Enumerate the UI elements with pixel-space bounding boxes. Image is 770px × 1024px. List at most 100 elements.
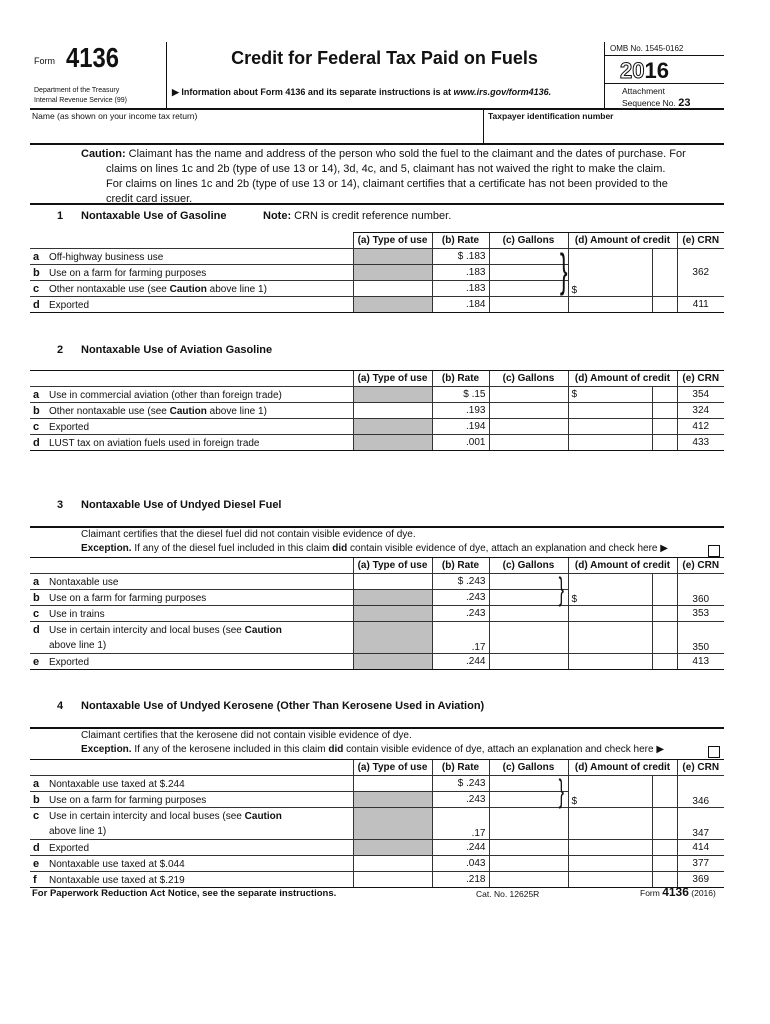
- section-3-exception: Exception. If any of the diesel fuel inc…: [81, 543, 668, 554]
- gallons-input[interactable]: [488, 807, 568, 840]
- crn-cell: 377: [676, 855, 725, 872]
- gallons-input[interactable]: [488, 855, 568, 872]
- gallons-input[interactable]: [488, 839, 568, 856]
- amount-input[interactable]: [567, 855, 652, 872]
- table-row: f Nontaxable use taxed at $.219 .218 369: [30, 871, 725, 888]
- type-of-use-input[interactable]: [352, 775, 432, 792]
- amount-cents-input[interactable]: [651, 775, 678, 808]
- rate-cell: $ .243: [431, 573, 489, 590]
- type-of-use-input[interactable]: [352, 280, 432, 297]
- gallons-input[interactable]: [488, 573, 568, 590]
- gallons-input[interactable]: [488, 296, 568, 313]
- amount-input[interactable]: [567, 296, 652, 313]
- crn-cell: 369: [676, 871, 725, 888]
- amount-input[interactable]: [567, 434, 652, 451]
- amount-cents-input[interactable]: [651, 573, 678, 606]
- amount-cents-input[interactable]: [651, 839, 678, 856]
- brace-icon: }: [559, 244, 568, 296]
- footer-form-id: Form 4136 (2016): [640, 885, 716, 899]
- amount-cents-input[interactable]: [651, 434, 678, 451]
- table-header: (a) Type of use (b) Rate (c) Gallons (d)…: [30, 557, 725, 574]
- amount-input[interactable]: $: [567, 386, 652, 403]
- amount-cents-input[interactable]: [651, 605, 678, 622]
- gallons-input[interactable]: [488, 589, 568, 606]
- table-header: (a) Type of use (b) Rate (c) Gallons (d)…: [30, 759, 725, 776]
- crn-cell: 324: [676, 402, 725, 419]
- table-row: e Nontaxable use taxed at $.044 .043 377: [30, 855, 725, 872]
- col-gallons: (c) Gallons: [488, 557, 568, 574]
- name-label: Name (as shown on your income tax return…: [32, 111, 198, 121]
- attachment-label: Attachment: [622, 86, 665, 96]
- gallons-input[interactable]: [488, 434, 568, 451]
- tin-field[interactable]: Taxpayer identification number: [488, 111, 723, 143]
- gallons-input[interactable]: [488, 605, 568, 622]
- amount-input[interactable]: [567, 402, 652, 419]
- type-of-use-cell: [352, 839, 432, 856]
- rate-cell: $ .183: [431, 248, 489, 265]
- amount-cents-input[interactable]: [651, 621, 678, 654]
- amount-cents-input[interactable]: [651, 418, 678, 435]
- omb-number: OMB No. 1545-0162: [610, 44, 684, 53]
- amount-input[interactable]: $: [567, 248, 652, 297]
- section-1-number: 1: [57, 210, 64, 222]
- type-of-use-input[interactable]: [352, 402, 432, 419]
- section-3-title: Nontaxable Use of Undyed Diesel Fuel: [81, 499, 282, 511]
- gallons-input[interactable]: [488, 264, 568, 281]
- crn-cell: 414: [676, 839, 725, 856]
- amount-cents-input[interactable]: [651, 296, 678, 313]
- gallons-input[interactable]: [488, 621, 568, 654]
- gallons-input[interactable]: [488, 418, 568, 435]
- row-label: c Use in trains: [30, 605, 353, 622]
- type-of-use-input[interactable]: [352, 573, 432, 590]
- caution-text-1: Claimant has the name and address of the…: [128, 148, 686, 160]
- irs-link[interactable]: www.irs.gov/form4136.: [453, 87, 552, 97]
- gallons-input[interactable]: [488, 280, 568, 297]
- year-bold: 16: [644, 58, 669, 83]
- table-row: d Exported .184 411: [30, 296, 725, 313]
- type-of-use-cell: [352, 621, 432, 654]
- amount-cents-input[interactable]: [651, 855, 678, 872]
- info-prefix: ▶ Information about Form 4136 and its se…: [172, 87, 454, 97]
- table-row: d Exported .244 414: [30, 839, 725, 856]
- amount-input[interactable]: [567, 653, 652, 670]
- rate-cell: .17: [431, 807, 489, 840]
- gallons-input[interactable]: [488, 386, 568, 403]
- col-rate: (b) Rate: [431, 232, 489, 249]
- type-of-use-input[interactable]: [352, 871, 432, 888]
- col-type-of-use: (a) Type of use: [352, 232, 432, 249]
- gallons-input[interactable]: [488, 653, 568, 670]
- type-of-use-cell: [352, 264, 432, 281]
- gallons-input[interactable]: [488, 248, 568, 265]
- gallons-input[interactable]: [488, 871, 568, 888]
- amount-cents-input[interactable]: [651, 386, 678, 403]
- col-rate: (b) Rate: [431, 370, 489, 387]
- gallons-input[interactable]: [488, 775, 568, 792]
- amount-input[interactable]: $: [567, 775, 652, 808]
- section-3-dye-checkbox[interactable]: [708, 545, 720, 557]
- amount-input[interactable]: [567, 605, 652, 622]
- type-of-use-input[interactable]: [352, 855, 432, 872]
- section-1-title: Nontaxable Use of Gasoline: [81, 210, 227, 222]
- amount-input[interactable]: $: [567, 573, 652, 606]
- table-row: a Nontaxable use taxed at $.244 $ .243 $ …: [30, 775, 725, 808]
- amount-input[interactable]: [567, 807, 652, 840]
- amount-cents-input[interactable]: [651, 248, 678, 297]
- amount-input[interactable]: [567, 621, 652, 654]
- amount-cents-input[interactable]: [651, 653, 678, 670]
- amount-input[interactable]: [567, 418, 652, 435]
- section-4-dye-checkbox[interactable]: [708, 746, 720, 758]
- col-crn: (e) CRN: [676, 232, 725, 249]
- gallons-input[interactable]: [488, 402, 568, 419]
- paperwork-notice: For Paperwork Reduction Act Notice, see …: [32, 888, 337, 899]
- sequence-number: 23: [678, 97, 691, 109]
- rate-cell: .001: [431, 434, 489, 451]
- amount-cents-input[interactable]: [651, 807, 678, 840]
- amount-input[interactable]: [567, 839, 652, 856]
- amount-cents-input[interactable]: [651, 402, 678, 419]
- gallons-input[interactable]: [488, 791, 568, 808]
- amount-cents-input[interactable]: [651, 871, 678, 888]
- col-crn: (e) CRN: [676, 557, 725, 574]
- name-field[interactable]: Name (as shown on your income tax return…: [32, 111, 482, 143]
- amount-input[interactable]: [567, 871, 652, 888]
- type-of-use-cell: [352, 248, 432, 265]
